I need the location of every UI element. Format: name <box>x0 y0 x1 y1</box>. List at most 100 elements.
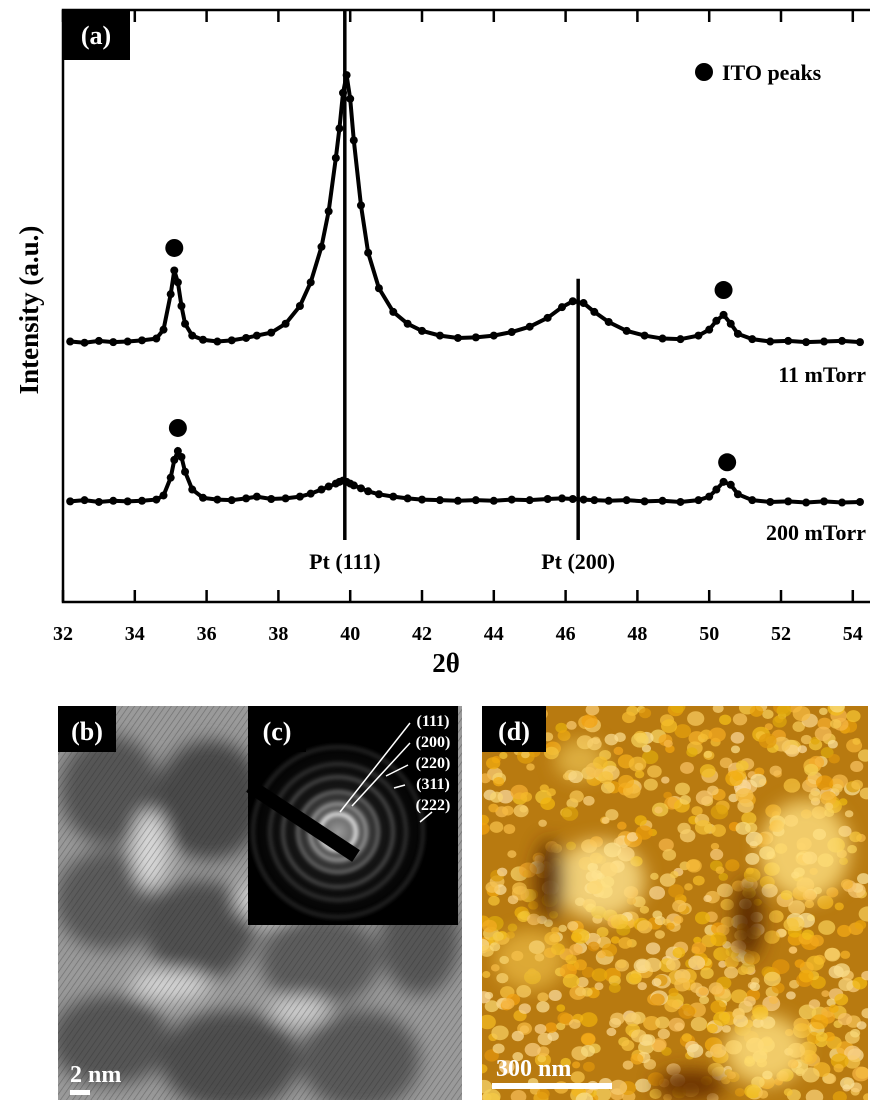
data-point <box>317 243 325 251</box>
x-tick-label: 44 <box>484 623 504 645</box>
afm-grain <box>720 899 733 910</box>
afm-grain <box>759 733 777 748</box>
afm-grain <box>839 798 848 805</box>
afm-grain <box>672 900 686 912</box>
afm-grain <box>649 886 665 900</box>
afm-grain <box>675 783 690 796</box>
data-point <box>720 478 728 486</box>
data-point <box>282 320 290 328</box>
afm-grain <box>834 1064 844 1073</box>
afm-grain <box>606 1028 616 1036</box>
data-point <box>404 320 412 328</box>
afm-grain <box>645 958 662 972</box>
afm-grain <box>566 721 576 730</box>
data-point <box>490 332 498 340</box>
afm-grain <box>537 1088 550 1099</box>
afm-grain <box>834 994 848 1006</box>
afm-grain <box>512 882 527 895</box>
data-point <box>659 497 667 505</box>
afm-grain <box>783 918 798 931</box>
data-point <box>167 474 175 482</box>
data-point <box>605 497 613 505</box>
afm-grain <box>850 761 863 772</box>
data-point <box>66 338 74 346</box>
afm-grain <box>806 1090 824 1104</box>
afm-grain <box>635 770 644 778</box>
afm-grain <box>571 933 582 942</box>
afm-grain <box>692 942 706 954</box>
data-point <box>389 308 397 316</box>
afm-grain <box>829 1005 839 1013</box>
afm-grain <box>693 876 705 886</box>
legend-label: ITO peaks <box>722 60 822 85</box>
afm-grain <box>651 994 665 1006</box>
afm-grain <box>762 709 773 719</box>
afm-grain <box>563 974 580 988</box>
x-tick-label: 42 <box>412 623 432 645</box>
afm-grain <box>482 971 490 978</box>
afm-grain <box>636 825 653 839</box>
afm-grain <box>565 954 576 964</box>
afm-grain <box>605 734 619 746</box>
afm-grain <box>744 1084 760 1098</box>
data-point <box>526 323 534 331</box>
afm-grain <box>631 1054 644 1065</box>
data-point <box>641 332 649 340</box>
afm-grain <box>669 1018 685 1032</box>
data-point <box>418 327 426 335</box>
afm-grain <box>526 763 535 770</box>
data-point <box>748 496 756 504</box>
afm-grain <box>504 824 516 834</box>
data-point <box>676 498 684 506</box>
afm-grain <box>583 796 594 806</box>
data-point <box>472 496 480 504</box>
data-point <box>734 330 742 338</box>
data-point <box>856 498 864 506</box>
afm-grain <box>764 930 780 943</box>
data-point <box>181 320 189 328</box>
x-tick-label: 52 <box>771 623 791 645</box>
afm-grain <box>477 1064 488 1073</box>
data-point <box>357 484 365 492</box>
afm-grain <box>490 821 504 833</box>
afm-grain <box>646 942 660 954</box>
afm-grain <box>710 932 726 946</box>
afm-grain <box>809 791 821 802</box>
afm-grain <box>536 1001 549 1012</box>
data-point <box>346 95 354 103</box>
data-point <box>95 498 103 506</box>
data-point <box>296 302 304 310</box>
panel-label: (d) <box>498 717 530 746</box>
afm-grain <box>828 740 838 749</box>
afm-grain <box>497 868 507 877</box>
data-point <box>784 337 792 345</box>
data-point <box>623 327 631 335</box>
ring-index-label: (311) <box>416 776 450 793</box>
afm-grain <box>857 873 870 884</box>
data-point <box>174 278 182 286</box>
afm-grain <box>818 920 835 935</box>
data-point <box>727 320 735 328</box>
afm-grain <box>769 910 784 923</box>
data-point <box>325 207 333 215</box>
afm-grain <box>639 708 651 718</box>
afm-grain <box>815 727 832 741</box>
data-point <box>317 486 325 494</box>
data-point <box>228 336 236 344</box>
afm-grain <box>686 859 702 872</box>
data-point <box>364 249 372 257</box>
data-point <box>820 338 828 346</box>
data-point <box>267 329 275 337</box>
legend-marker <box>695 63 713 81</box>
afm-grain <box>684 883 693 890</box>
afm-grain <box>851 780 863 790</box>
afm-grain <box>545 1022 557 1033</box>
afm-grain <box>804 1055 813 1063</box>
x-tick-label: 50 <box>699 623 719 645</box>
afm-grain <box>493 777 504 786</box>
data-point <box>124 338 132 346</box>
afm-grain <box>770 766 782 776</box>
afm-grain <box>686 747 697 757</box>
data-point <box>558 303 566 311</box>
afm-grain <box>789 947 798 954</box>
